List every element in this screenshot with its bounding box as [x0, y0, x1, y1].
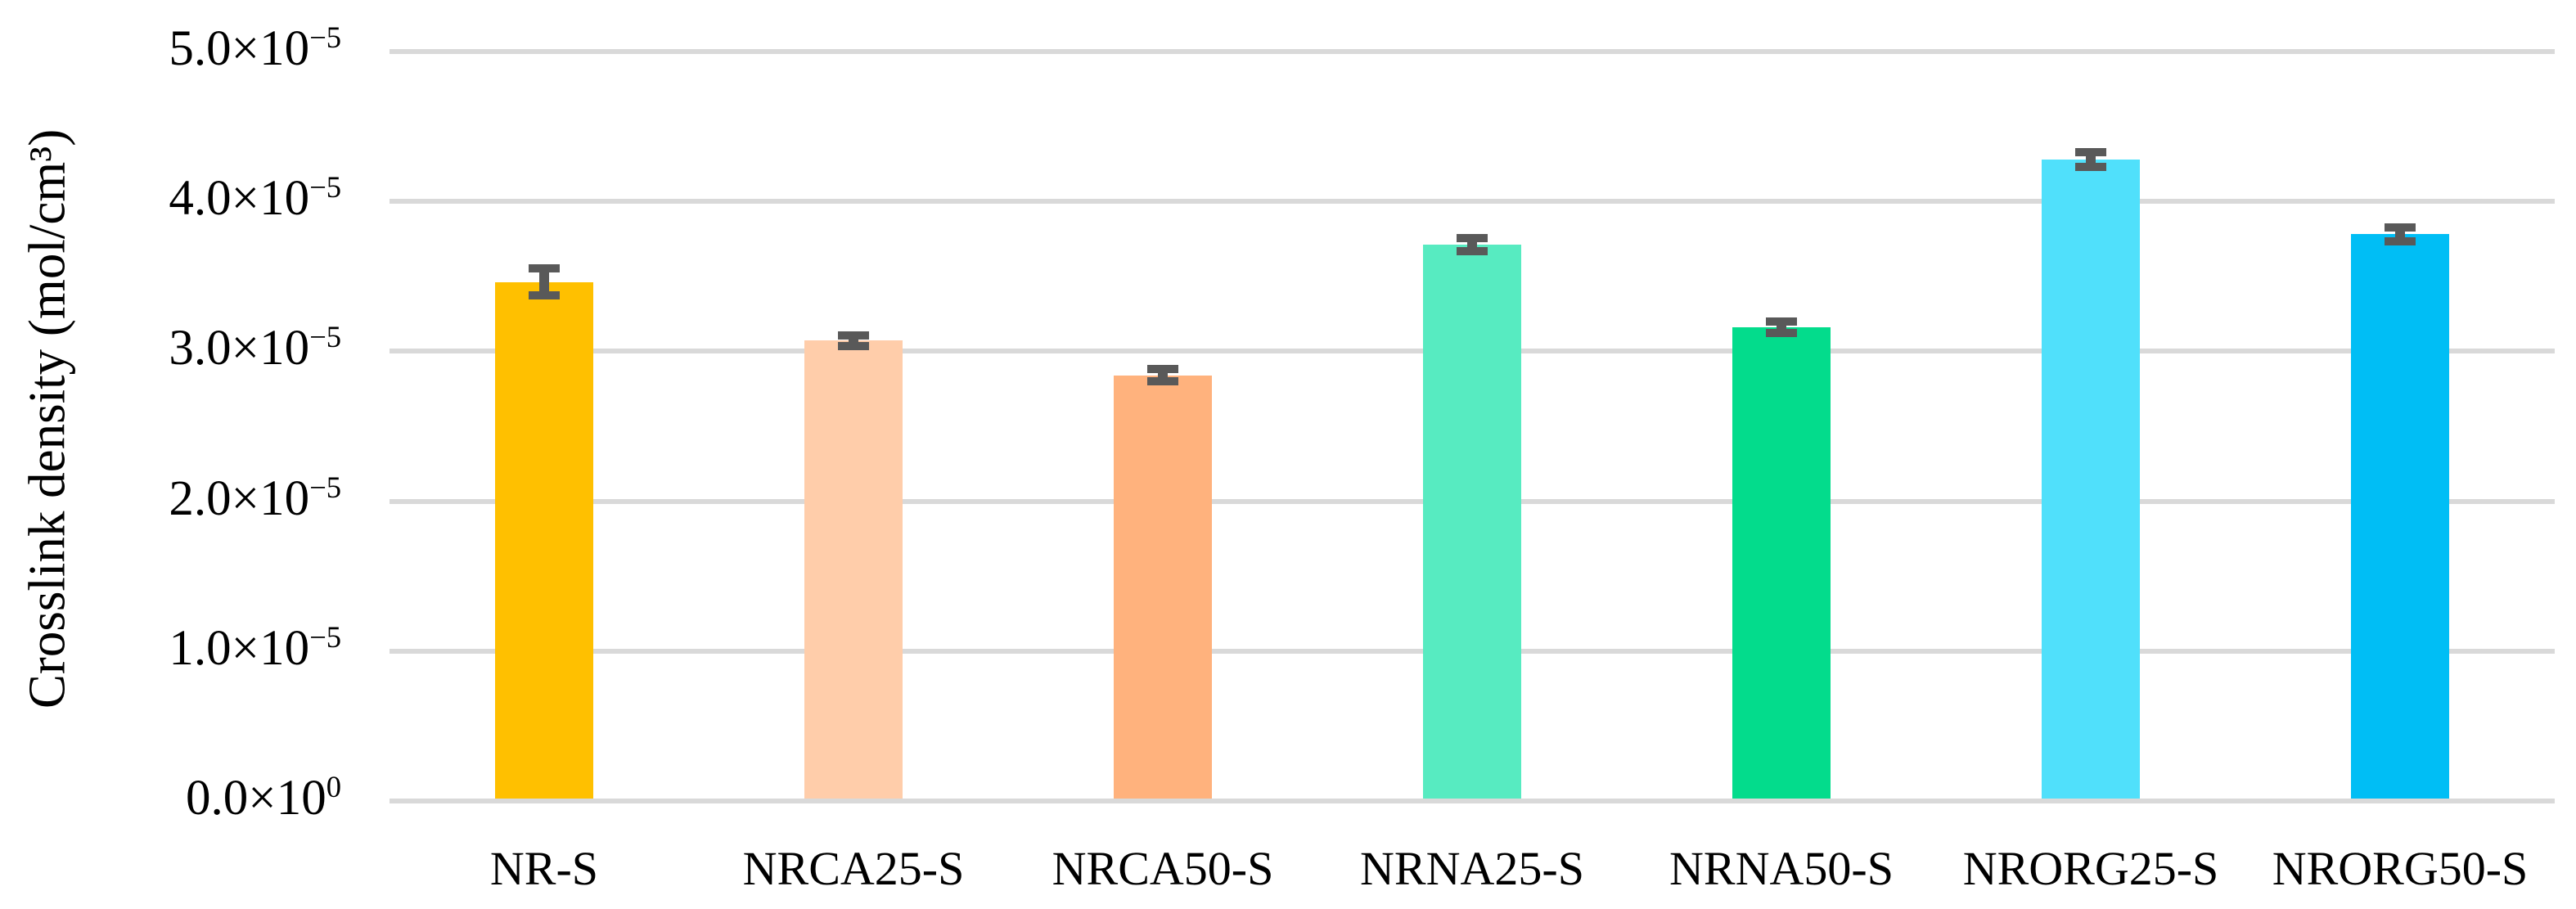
error-bar [1457, 247, 1488, 255]
bar-NRORG50-S [2351, 234, 2449, 799]
bar-NRNA25-S [1423, 245, 1521, 799]
y-tick-label: 3.0×10−5 [169, 319, 341, 376]
bar-NR-S [495, 282, 593, 799]
x-axis-label: NRNA25-S [1360, 842, 1584, 895]
bar-NRCA25-S [804, 340, 903, 799]
gridline [390, 799, 2555, 803]
error-bar [2385, 223, 2416, 232]
y-axis-title: Crosslink density (mol/cm³) [18, 128, 76, 709]
error-bar [539, 268, 549, 295]
y-tick-label: 4.0×10−5 [169, 169, 341, 227]
x-axis-label: NRORG50-S [2272, 842, 2529, 895]
error-bar [2385, 237, 2416, 245]
y-tick-label: 2.0×10−5 [169, 470, 341, 527]
error-bar [1457, 234, 1488, 242]
bar-NRNA50-S [1732, 327, 1831, 799]
error-bar [1766, 329, 1797, 337]
bar-NRORG25-S [2042, 160, 2140, 799]
error-bar [529, 291, 560, 299]
error-bar [529, 264, 560, 272]
x-axis-label: NRORG25-S [1962, 842, 2219, 895]
error-bar [1766, 317, 1797, 326]
y-tick-label: 1.0×10−5 [169, 619, 341, 677]
x-axis-label: NRNA50-S [1669, 842, 1894, 895]
error-bar [1147, 377, 1178, 385]
y-tick-label: 5.0×10−5 [169, 20, 341, 77]
error-bar [1147, 365, 1178, 373]
x-axis-label: NRCA50-S [1052, 842, 1274, 895]
x-axis-label: NRCA25-S [742, 842, 965, 895]
error-bar [2075, 163, 2106, 171]
bar-NRCA50-S [1114, 376, 1212, 799]
gridline [390, 199, 2555, 204]
y-tick-label: 0.0×100 [186, 769, 341, 826]
error-bar [2075, 148, 2106, 156]
x-axis-label: NR-S [489, 842, 599, 895]
gridline [390, 49, 2555, 54]
error-bar [838, 342, 869, 350]
error-bar [838, 331, 869, 340]
